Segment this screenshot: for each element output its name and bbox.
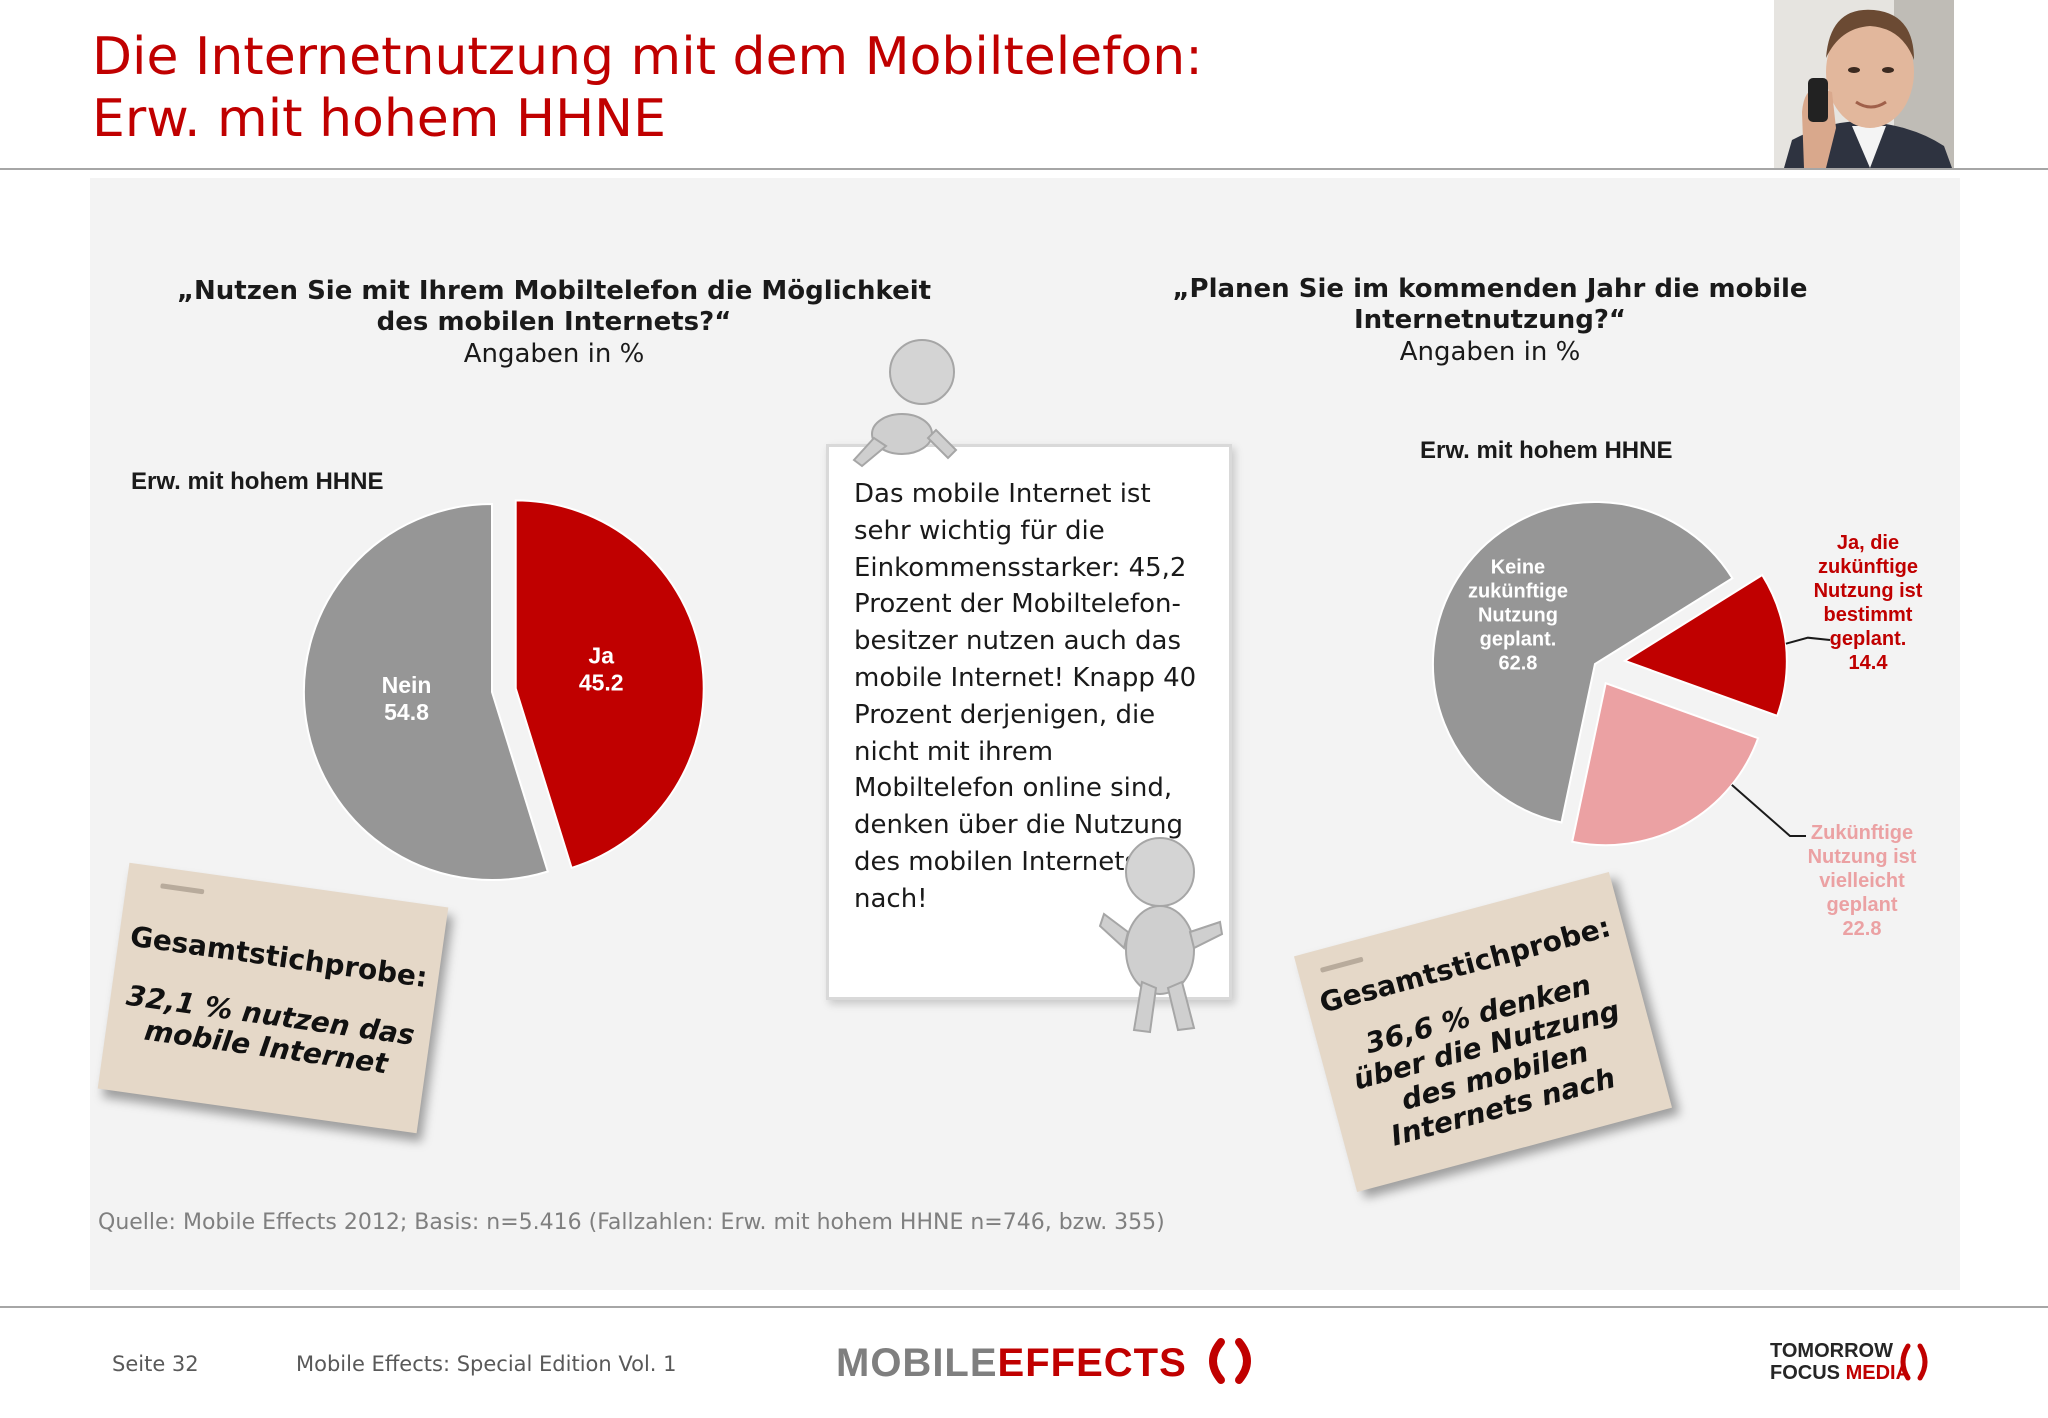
logo-focus-text: FOCUS [1770,1362,1840,1384]
left-question-unit: Angaben in % [463,339,645,369]
pie2-label-bestimmt: Ja, die zukünftige Nutzung ist bestimmt gepl… [1814,532,1923,674]
tomorrow-focus-bracket-icon [1900,1343,1928,1381]
page-number: Seite 32 [112,1352,199,1376]
tomorrow-focus-media-logo: TOMORROW FOCUS MEDIA [1770,1340,1928,1384]
right-chart-title: Erw. mit hohem HHNE [1420,437,1673,464]
left-question-line-2: des mobilen Internets?“ [376,307,732,337]
right-question-line-1: „Planen Sie im kommenden Jahr die mobile [1172,274,1808,304]
right-question-line-2: Internetnutzung?“ [1353,305,1627,335]
slide-title: Die Internetnutzung mit dem Mobiltelefon… [92,26,1203,150]
right-question-unit: Angaben in % [1399,337,1581,367]
pie2-label-vielleicht: Zukünftige Nutzung ist vielleicht geplant 22… [1808,822,1917,940]
figure-bottom-icon [1098,837,1224,1034]
center-text: Das mobile Internet ist sehr wichtig für… [854,479,1197,914]
mobile-effects-bracket-icon [1208,1338,1251,1384]
footer-divider [0,1306,2048,1308]
logo-mobile-text: MOBILE [836,1341,998,1385]
title-line-1: Die Internetnutzung mit dem Mobiltelefon… [92,27,1203,87]
pie1-slice-ja [514,499,705,870]
mobile-effects-logo: MOBILEEFFECTS [836,1336,1261,1386]
pie2-leader-bestimmt [1785,636,1831,645]
title-line-2: Erw. mit hohem HHNE [92,89,666,149]
figure-top-icon [852,339,958,468]
source-note: Quelle: Mobile Effects 2012; Basis: n=5.… [98,1210,1165,1235]
logo-effects-text: EFFECTS [997,1341,1187,1385]
pie1-slice-nein [302,502,550,881]
pie2-slice-vielleicht [1571,681,1760,847]
right-note-tape [1319,956,1364,973]
logo-media-text: MEDIA [1845,1362,1911,1384]
pie1-label-ja: Ja 45.2 [579,642,624,695]
right-question: „Planen Sie im kommenden Jahr die mobile… [1110,274,1870,369]
left-question: „Nutzen Sie mit Ihrem Mobiltelefon die M… [144,276,964,371]
left-note: Gesamtstichprobe: 32,1 % nutzen das mobi… [97,862,449,1134]
logo-tomorrow-text: TOMORROW [1770,1340,1893,1362]
left-question-line-1: „Nutzen Sie mit Ihrem Mobiltelefon die M… [176,276,932,306]
header-divider [0,168,2048,170]
man-on-phone-photo [1774,0,1954,168]
pie1-label-nein: Nein 54.8 [382,672,432,725]
pie2-label-keine: Keine zukünftige Nutzung geplant. 62.8 [1468,557,1568,675]
edition-label: Mobile Effects: Special Edition Vol. 1 [296,1352,677,1376]
left-note-tape [160,883,205,895]
left-chart-title: Erw. mit hohem HHNE [131,468,384,495]
pie2-slice-keine [1431,501,1734,824]
pie2-leader-vielleicht [1731,784,1806,837]
